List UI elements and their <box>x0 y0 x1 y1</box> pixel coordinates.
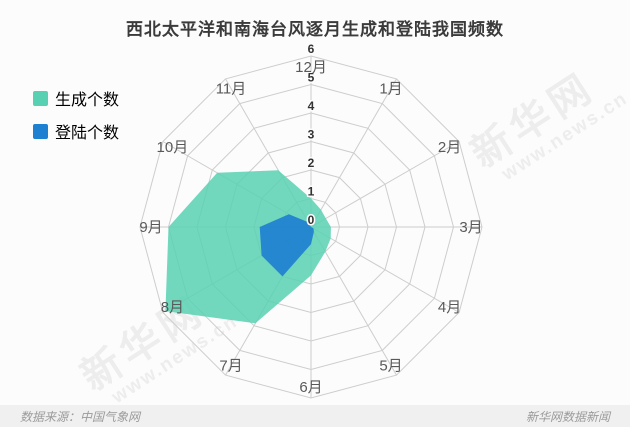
axis-spoke <box>310 141 460 228</box>
month-axis-label: 5月 <box>379 358 402 375</box>
month-axis-label: 4月 <box>438 299 461 316</box>
legend-swatch-landfall <box>33 123 48 139</box>
credit-text: 新华网数据新闻 <box>525 409 610 424</box>
radial-tick-label: 4 <box>308 99 315 113</box>
legend-label-generated: 生成个数 <box>55 92 120 109</box>
radial-tick-label: 3 <box>308 128 315 142</box>
legend: 生成个数 登陆个数 <box>33 86 119 152</box>
radial-tick-label: 2 <box>308 156 315 170</box>
month-axis-label: 8月 <box>161 299 184 316</box>
month-axis-label: 11月 <box>216 80 247 97</box>
radial-tick-label: 1 <box>308 185 315 199</box>
legend-item-landfall[interactable]: 登陆个数 <box>33 119 119 143</box>
axis-spoke <box>310 226 460 313</box>
month-axis-label: 2月 <box>438 139 461 156</box>
legend-swatch-generated <box>33 90 48 106</box>
radial-tick-label: 6 <box>308 42 315 56</box>
month-axis-label: 9月 <box>139 219 162 236</box>
month-axis-label: 6月 <box>299 379 322 396</box>
month-axis-label: 12月 <box>295 59 327 76</box>
page-title: 西北太平洋和南海台风逐月生成和登陆我国频数 <box>126 20 504 39</box>
radial-tick-label: 5 <box>308 71 315 85</box>
month-axis-label: 1月 <box>379 80 402 97</box>
legend-label-landfall: 登陆个数 <box>55 125 120 142</box>
month-axis-label: 7月 <box>219 358 242 375</box>
month-axis-label: 3月 <box>459 219 482 236</box>
footer-bar: 数据来源：中国气象网 新华网数据新闻 <box>0 405 630 427</box>
month-axis-label: 10月 <box>157 139 189 156</box>
data-source-text: 数据来源：中国气象网 <box>20 409 141 424</box>
axis-spoke <box>310 78 397 228</box>
series-landfall <box>259 214 314 277</box>
radial-tick-label: 0 <box>308 213 315 227</box>
series-generated <box>165 170 331 324</box>
legend-item-generated[interactable]: 生成个数 <box>33 86 119 110</box>
